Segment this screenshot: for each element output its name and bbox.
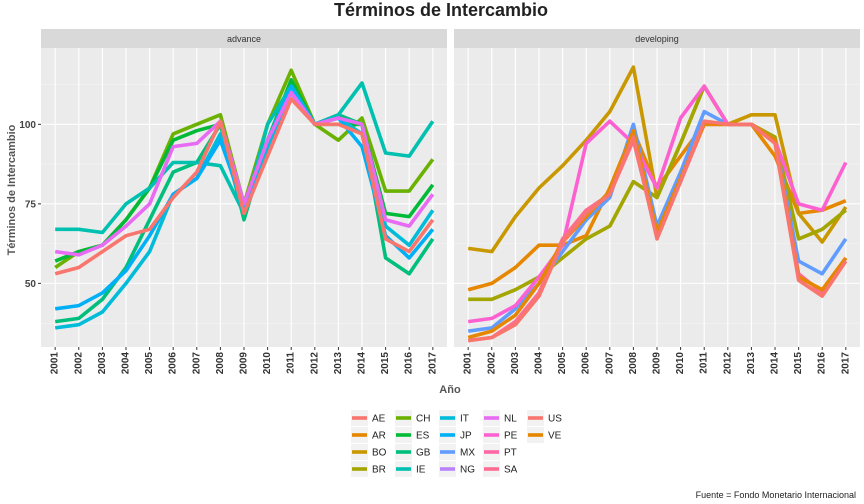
y-tick-label: 50 bbox=[25, 279, 37, 290]
legend-item-US: US bbox=[527, 410, 562, 426]
legend-item-GB: GB bbox=[395, 444, 431, 460]
legend-label-GB: GB bbox=[416, 448, 431, 459]
legend-label-BO: BO bbox=[372, 448, 387, 459]
y-tick-label: 75 bbox=[25, 199, 37, 210]
legend-label-MX: MX bbox=[460, 448, 475, 459]
legend-label-PE: PE bbox=[504, 431, 518, 442]
legend-label-AR: AR bbox=[372, 431, 386, 442]
legend-label-NL: NL bbox=[504, 414, 517, 425]
x-tick-label: 2009 bbox=[239, 352, 250, 375]
legend-item-JP: JP bbox=[439, 427, 472, 443]
x-tick-label: 2003 bbox=[510, 352, 521, 375]
x-tick-label: 2003 bbox=[97, 352, 108, 375]
x-tick-label: 2010 bbox=[262, 352, 273, 375]
legend-item-BR: BR bbox=[351, 461, 386, 477]
legend-item-SA: SA bbox=[483, 461, 518, 477]
series-line-PE bbox=[467, 84, 848, 324]
legend-label-IE: IE bbox=[416, 465, 426, 476]
x-tick-label: 2015 bbox=[793, 352, 804, 375]
x-tick-label: 2013 bbox=[746, 352, 757, 375]
x-tick-label: 2010 bbox=[675, 352, 686, 375]
legend-label-NG: NG bbox=[460, 465, 475, 476]
strip-developing bbox=[454, 29, 860, 48]
x-tick-label: 2011 bbox=[699, 352, 710, 374]
x-tick-label: 2012 bbox=[722, 352, 733, 375]
panels-layer: advance 2001 2002 2003 2004 2005 2006 2007 2008 2… bbox=[41, 29, 860, 374]
series-line-BR bbox=[468, 84, 847, 302]
legend-label-SA: SA bbox=[504, 465, 518, 476]
x-tick-label: 2016 bbox=[404, 352, 415, 375]
legend-label-CH: CH bbox=[416, 414, 430, 425]
x-tick-label: 2006 bbox=[168, 352, 179, 375]
legend-item-NG: NG bbox=[439, 461, 475, 477]
legend-item-MX: MX bbox=[439, 444, 475, 460]
legend-item-PT: PT bbox=[483, 444, 517, 460]
legend-item-ES: ES bbox=[395, 427, 430, 443]
x-tick-label: 2001 bbox=[50, 352, 61, 375]
series-line-NL bbox=[54, 90, 435, 257]
legend-label-JP: JP bbox=[460, 431, 472, 442]
y-axis-title: Términos de Intercambio bbox=[6, 124, 18, 255]
x-tick-label: 2015 bbox=[380, 352, 391, 375]
x-tick-label: 2005 bbox=[557, 352, 568, 375]
legend-item-NL: NL bbox=[483, 410, 517, 426]
x-tick-label: 2014 bbox=[770, 352, 781, 375]
legend-label-IT: IT bbox=[460, 414, 469, 425]
panel-developing: developing 2001 2002 2003 2004 2005 2006 2007 20… bbox=[454, 29, 860, 374]
strip-label-developing: developing bbox=[635, 34, 679, 44]
legend-label-PT: PT bbox=[504, 448, 517, 459]
x-tick-label: 2004 bbox=[534, 352, 545, 375]
x-tick-label: 2008 bbox=[628, 352, 639, 375]
legend-item-IT: IT bbox=[439, 410, 469, 426]
x-tick-label: 2007 bbox=[191, 352, 202, 375]
x-tick-label: 2004 bbox=[121, 352, 132, 375]
legend-label-AE: AE bbox=[372, 414, 386, 425]
x-tick-label: 2005 bbox=[144, 352, 155, 375]
x-tick-label: 2006 bbox=[581, 352, 592, 375]
x-tick-label: 2012 bbox=[309, 352, 320, 375]
legend-label-BR: BR bbox=[372, 465, 386, 476]
series-line-US bbox=[54, 97, 435, 276]
legend-item-AE: AE bbox=[351, 410, 386, 426]
x-tick-label: 2008 bbox=[215, 352, 226, 375]
series-line-AE bbox=[467, 119, 848, 343]
y-tick-label: 100 bbox=[19, 120, 36, 131]
x-tick-label: 2016 bbox=[817, 352, 828, 375]
legend-item-IE: IE bbox=[395, 461, 426, 477]
strip-advance bbox=[41, 29, 447, 48]
x-tick-label: 2011 bbox=[286, 352, 297, 374]
chart-caption: Fuente = Fondo Monetario Internacional bbox=[696, 490, 856, 500]
legend-item-AR: AR bbox=[351, 427, 386, 443]
legend-label-US: US bbox=[548, 414, 562, 425]
x-tick-label: 2009 bbox=[652, 352, 663, 375]
legend-item-CH: CH bbox=[395, 410, 430, 426]
legend: AE AR BO BR CH ES GB IE IT JP MX NG NL PE PT SA US VE bbox=[351, 410, 562, 477]
x-tick-label: 2001 bbox=[463, 352, 474, 375]
x-tick-label: 2017 bbox=[427, 352, 438, 375]
x-tick-label: 2013 bbox=[333, 352, 344, 375]
legend-item-VE: VE bbox=[527, 427, 562, 443]
strip-label-advance: advance bbox=[227, 34, 261, 44]
legend-item-BO: BO bbox=[351, 444, 387, 460]
chart-title: Términos de Intercambio bbox=[334, 0, 548, 20]
x-tick-label: 2002 bbox=[73, 352, 84, 375]
x-tick-label: 2002 bbox=[486, 352, 497, 375]
legend-label-VE: VE bbox=[548, 431, 562, 442]
x-axis-title: Año bbox=[439, 384, 461, 396]
x-tick-label: 2007 bbox=[604, 352, 615, 375]
panel-advance: advance 2001 2002 2003 2004 2005 2006 2007 2008 2… bbox=[41, 29, 447, 374]
legend-label-ES: ES bbox=[416, 431, 430, 442]
legend-item-PE: PE bbox=[483, 427, 518, 443]
x-tick-label: 2017 bbox=[840, 352, 851, 375]
x-tick-label: 2014 bbox=[357, 352, 368, 375]
y-axis: 50 75 100 bbox=[19, 120, 41, 290]
